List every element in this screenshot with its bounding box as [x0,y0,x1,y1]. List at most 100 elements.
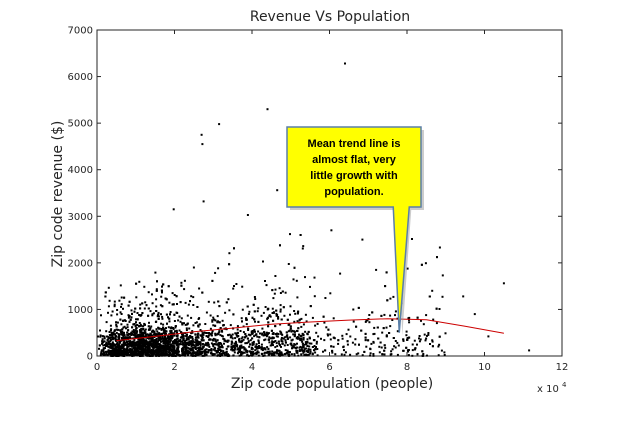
data-point [330,229,333,232]
data-point [364,332,367,335]
data-point [120,305,122,308]
data-point [266,351,268,354]
data-point [487,335,490,338]
data-point [306,345,309,347]
data-point [296,312,299,315]
data-point [212,337,215,340]
data-point [122,307,124,310]
data-point [284,339,287,342]
data-point [385,271,388,274]
data-point [161,337,164,340]
data-point [311,353,314,356]
data-point [251,331,254,334]
data-point [109,324,112,327]
data-point [236,348,239,351]
data-point [309,348,312,351]
data-point [151,334,154,337]
data-point [286,337,289,340]
data-point [131,326,134,329]
data-point [165,344,167,347]
data-point [188,327,191,330]
data-point [138,322,141,324]
data-point [425,337,428,340]
data-point [250,348,253,351]
data-point [123,319,126,322]
data-point [309,305,312,308]
data-point [171,353,174,356]
data-point [322,315,325,318]
data-point [146,348,149,351]
data-point [149,343,152,346]
data-point [366,319,369,322]
data-point [431,345,434,348]
data-point [211,320,214,323]
data-point [202,339,205,342]
data-point [309,350,312,353]
data-point [107,305,110,308]
data-point [154,345,157,348]
data-point [173,352,176,355]
data-point [341,334,344,337]
data-point [208,345,211,348]
data-point [207,334,210,337]
data-point [343,349,345,352]
data-point [396,330,399,333]
data-point [233,349,236,352]
data-point [277,317,280,320]
data-point [226,340,229,343]
data-point [313,295,316,298]
data-point [143,323,146,326]
data-point [252,353,255,356]
data-point [116,354,119,357]
data-point [285,335,288,338]
y-tick-label: 6000 [68,72,93,83]
data-point [249,343,252,346]
data-point [119,284,122,287]
data-point [253,310,256,313]
data-point [164,354,167,357]
data-point [251,330,254,333]
data-point [133,338,136,341]
data-point [257,339,260,342]
data-point [158,354,161,357]
data-point [203,331,206,334]
data-point [132,347,135,349]
data-point [272,319,275,322]
data-point [202,345,205,348]
data-point [113,343,116,346]
data-point [143,335,146,338]
data-point [157,352,160,355]
data-point [135,282,138,285]
data-point [230,334,233,337]
data-point [234,340,237,343]
data-point [116,341,119,344]
data-point [108,336,111,339]
data-point [267,353,270,356]
data-point [179,340,182,343]
data-point [107,349,110,352]
data-point [155,289,158,292]
data-point [127,351,130,354]
data-point [102,347,105,350]
data-point [435,307,438,310]
data-point [227,298,230,301]
data-point [144,328,147,331]
data-point [118,348,121,351]
data-point [273,352,276,355]
data-point [190,354,193,357]
data-point [141,354,144,357]
data-point [155,338,157,341]
data-point [182,349,185,352]
data-point [260,348,263,351]
data-point [293,320,296,323]
data-point [120,345,123,348]
data-point [140,354,142,357]
data-point [315,340,318,343]
data-point [110,347,113,350]
data-point [100,314,102,317]
data-point [164,347,167,350]
data-point [189,300,191,303]
data-point [185,335,188,337]
data-point [235,332,238,335]
annotation-callout: Mean trend line is almost flat, very littl… [286,126,424,336]
